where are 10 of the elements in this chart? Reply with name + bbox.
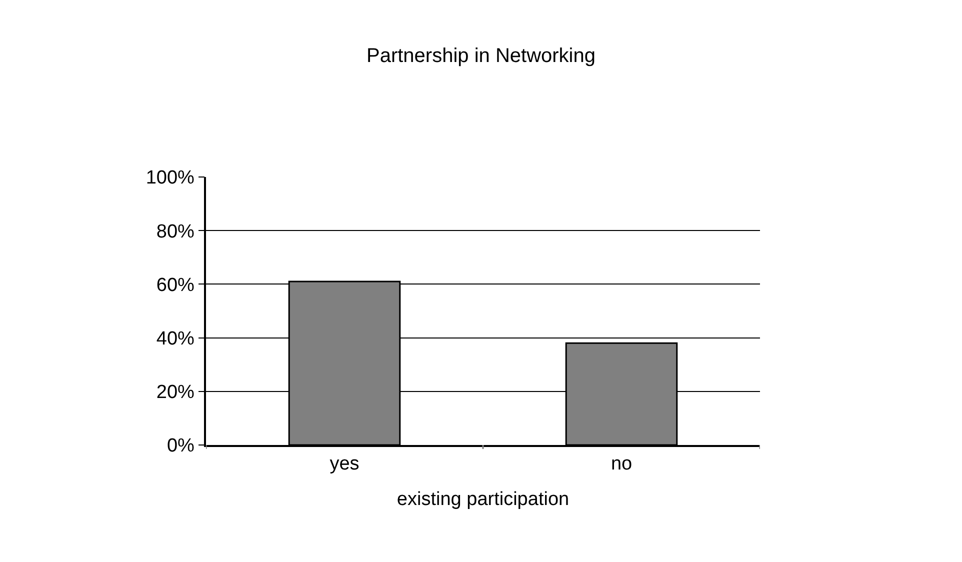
x-axis-title: existing participation bbox=[396, 488, 570, 510]
y-tick-label: 40% bbox=[156, 328, 195, 350]
chart-title: Partnership in Networking bbox=[366, 45, 596, 67]
x-tick-label: no bbox=[610, 454, 632, 475]
y-tick-label: 60% bbox=[156, 274, 195, 296]
y-tick-label: 80% bbox=[156, 221, 195, 242]
y-tick-label: 100% bbox=[146, 168, 195, 189]
x-tick-label: yes bbox=[330, 454, 360, 475]
y-tick-label: 0% bbox=[166, 436, 195, 457]
y-tick-label: 20% bbox=[156, 382, 195, 404]
